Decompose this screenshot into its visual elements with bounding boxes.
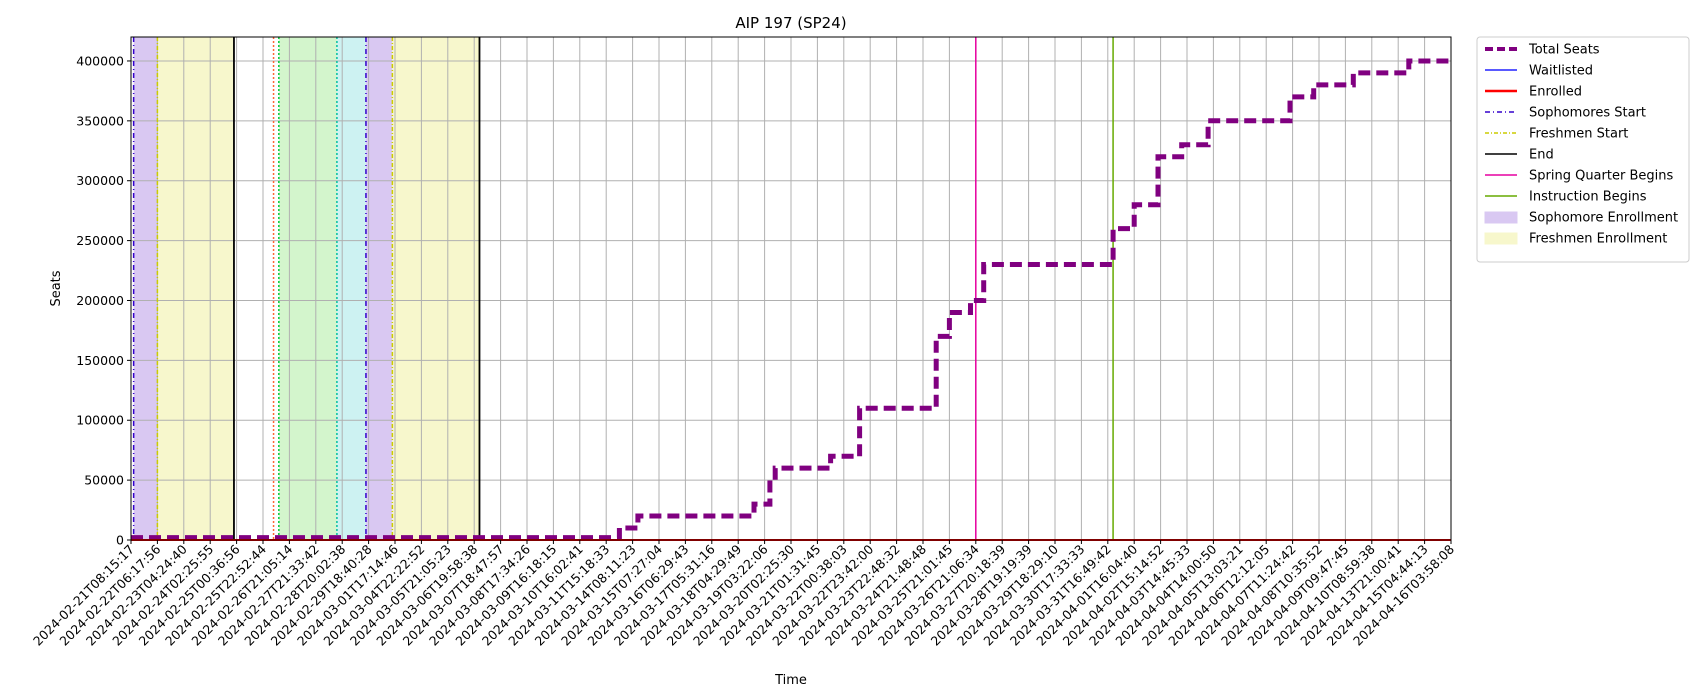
legend-swatch-9 bbox=[1484, 232, 1518, 245]
y-tick-label-3: 150000 bbox=[76, 353, 124, 368]
shaded-regions bbox=[133, 37, 480, 540]
legend-box bbox=[1476, 36, 1690, 263]
legend-label-7: Instruction Begins bbox=[1529, 190, 1647, 205]
y-tick-label-6: 300000 bbox=[76, 173, 124, 188]
y-tick-label-7: 350000 bbox=[76, 113, 124, 128]
shaded-region-1-1 bbox=[392, 37, 480, 540]
y-tick-label-8: 400000 bbox=[76, 53, 124, 68]
legend-label-9: Freshmen Enrollment bbox=[1529, 232, 1667, 247]
chart-title: AIP 197 (SP24) bbox=[735, 14, 846, 32]
y-axis-label: Seats bbox=[49, 270, 64, 306]
legend-label-8: Sophomore Enrollment bbox=[1529, 211, 1678, 226]
x-axis-label: Time bbox=[774, 673, 807, 688]
legend-swatch-8 bbox=[1484, 211, 1518, 224]
y-tick-label-0: 0 bbox=[116, 533, 124, 548]
shaded-region-1-0 bbox=[157, 37, 234, 540]
y-tick-label-2: 100000 bbox=[76, 413, 124, 428]
y-tick-label-4: 200000 bbox=[76, 293, 124, 308]
shaded-region-3-0 bbox=[336, 37, 366, 540]
legend-label-2: Enrolled bbox=[1529, 85, 1582, 100]
x-axis-ticks: 2024-02-21T08:15:172024-02-22T06:17:5620… bbox=[30, 540, 1457, 649]
legend: Total Seats Waitlisted Enrolled Sophomores … bbox=[1476, 36, 1690, 263]
legend-label-4: Freshmen Start bbox=[1529, 127, 1628, 142]
shaded-region-0-1 bbox=[365, 37, 393, 540]
legend-label-6: Spring Quarter Begins bbox=[1529, 169, 1673, 184]
legend-label-1: Waitlisted bbox=[1529, 64, 1593, 79]
series-line-total-seats bbox=[131, 58, 1451, 541]
legend-label-3: Sophomores Start bbox=[1529, 106, 1646, 121]
legend-label-5: End bbox=[1529, 148, 1554, 163]
y-tick-label-1: 50000 bbox=[84, 473, 124, 488]
shaded-region-0-0 bbox=[133, 37, 158, 540]
vertical-markers bbox=[132, 37, 1114, 540]
shaded-region-2-0 bbox=[278, 37, 337, 540]
y-axis-ticks: 0 50000 100000 150000 200000 250000 300000 3500… bbox=[76, 53, 131, 548]
grid-lines bbox=[130, 37, 1452, 541]
legend-label-0: Total Seats bbox=[1528, 43, 1600, 58]
y-tick-label-5: 250000 bbox=[76, 233, 124, 248]
